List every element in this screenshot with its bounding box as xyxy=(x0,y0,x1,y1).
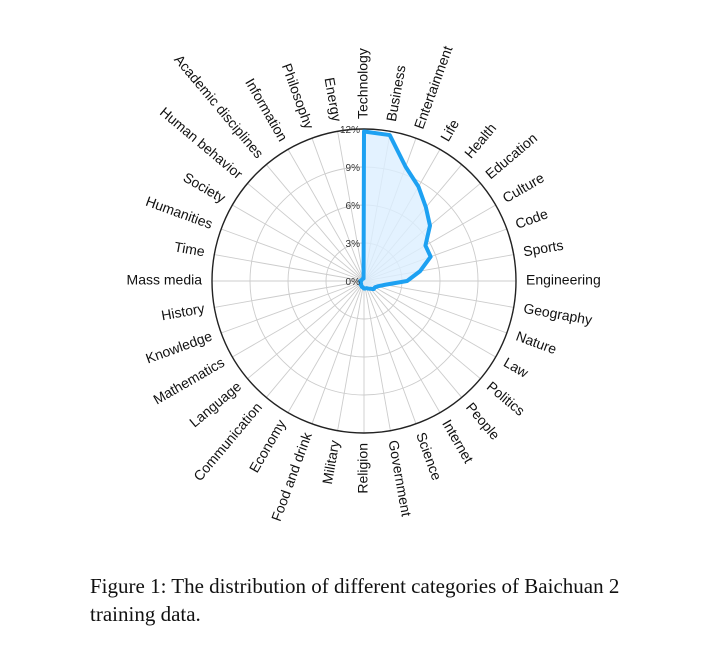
radar-data xyxy=(358,129,433,292)
radial-tick-label: 6% xyxy=(346,201,361,212)
category-label: Knowledge xyxy=(143,328,214,367)
category-label: Geography xyxy=(522,300,593,328)
category-label: Economy xyxy=(246,417,289,476)
radial-tick-labels: 0% 3% 6% 9% 12% xyxy=(340,125,360,288)
category-label: Science xyxy=(413,430,445,482)
category-label: Health xyxy=(461,120,499,161)
radial-tick-label: 12% xyxy=(340,125,360,136)
category-label: Government xyxy=(386,439,415,518)
category-label: People xyxy=(463,399,503,443)
category-label: Academic disciplines xyxy=(171,51,267,161)
category-label: Religion xyxy=(355,443,371,494)
category-label: Humanities xyxy=(144,193,215,232)
category-label: Internet xyxy=(439,417,477,466)
category-label: History xyxy=(160,300,206,323)
figure-caption: Figure 1: The distribution of different … xyxy=(90,574,620,626)
category-label: Energy xyxy=(322,76,345,122)
category-label: Nature xyxy=(514,328,559,357)
category-label: Mass media xyxy=(127,272,203,288)
radar-chart: 0%3%6%9%12% Technology Business Entertainm… xyxy=(127,44,601,524)
category-label: Politics xyxy=(484,378,528,419)
outer-ring xyxy=(211,128,517,434)
category-label: Time xyxy=(173,238,206,259)
category-label: Code xyxy=(513,205,550,232)
category-label: Culture xyxy=(500,169,547,206)
category-label: Sports xyxy=(522,237,565,260)
category-label: Business xyxy=(383,64,409,123)
category-label: Engineering xyxy=(526,272,601,288)
category-label: Law xyxy=(501,354,532,381)
category-label: Life xyxy=(437,116,462,144)
category-label: Military xyxy=(319,439,342,485)
category-label: Technology xyxy=(355,48,371,119)
radial-tick-label: 0% xyxy=(346,277,361,288)
radial-tick-label: 9% xyxy=(346,163,361,174)
category-label: Society xyxy=(181,169,229,206)
category-label: Philosophy xyxy=(279,61,317,131)
radial-tick-label: 3% xyxy=(346,239,361,250)
series-area xyxy=(358,129,433,292)
